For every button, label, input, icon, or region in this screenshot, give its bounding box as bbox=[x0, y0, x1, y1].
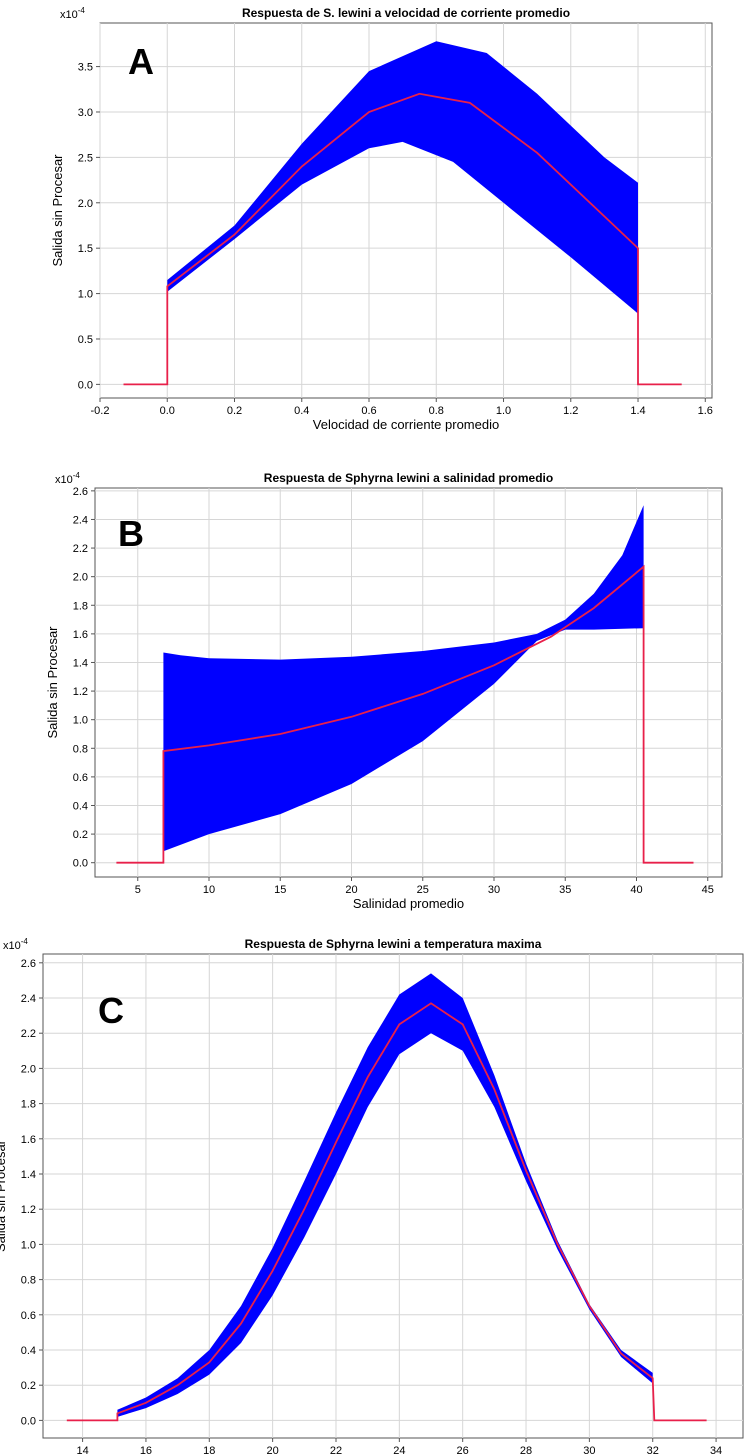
x-tick-label: 1.6 bbox=[698, 405, 713, 417]
x-tick-label: 20 bbox=[267, 1445, 279, 1456]
y-tick-label: 2.2 bbox=[73, 543, 88, 555]
y-tick-label: 2.6 bbox=[73, 486, 88, 498]
y-tick-label: 0.0 bbox=[78, 379, 93, 391]
y-tick-label: 0.5 bbox=[78, 334, 93, 346]
x-tick-label: 1.0 bbox=[496, 405, 511, 417]
y-tick-label: 0.0 bbox=[21, 1415, 36, 1427]
chart-panel-c: 14 16 18 20 22 24 26 28 30 32 34 0.0 0.2 0.4 0.6 0.8 1.0… bbox=[0, 937, 744, 1456]
x-tick-label: 1.4 bbox=[630, 405, 645, 417]
y-tick-label: 0.6 bbox=[73, 772, 88, 784]
y-tick-label: 0.8 bbox=[21, 1275, 36, 1287]
y-scale-exponent: -4 bbox=[21, 937, 29, 946]
y-scale-multiplier: x10-4 bbox=[3, 937, 28, 952]
x-tick-label: 28 bbox=[520, 1445, 532, 1456]
chart-panel-b: 5 10 15 20 25 30 35 40 45 0.0 0.2 0.4 0.6 0.8 1.0 1.2 1.… bbox=[45, 471, 723, 911]
y-tick-label: 2.4 bbox=[73, 514, 88, 526]
y-tick-label: 0.2 bbox=[21, 1380, 36, 1392]
x-tick-label: 18 bbox=[203, 1445, 215, 1456]
y-tick-label: 2.0 bbox=[21, 1063, 36, 1075]
y-tick-label: 2.2 bbox=[21, 1028, 36, 1040]
x-tick-label: 32 bbox=[647, 1445, 659, 1456]
x-tick-label: 15 bbox=[274, 884, 286, 896]
y-tick-label: 3.0 bbox=[78, 107, 93, 119]
x-tick-label: 5 bbox=[135, 884, 141, 896]
x-tick-label: 30 bbox=[488, 884, 500, 896]
y-tick-label: 2.0 bbox=[78, 198, 93, 210]
mean-response-line bbox=[123, 92, 682, 386]
x-tick-label: 40 bbox=[630, 884, 642, 896]
y-tick-label: 0.6 bbox=[21, 1310, 36, 1322]
y-tick-label: 1.0 bbox=[73, 715, 88, 727]
response-band bbox=[167, 41, 639, 314]
y-tick-label: 1.6 bbox=[73, 629, 88, 641]
panel-label: A bbox=[128, 41, 154, 82]
x-axis-label: Velocidad de corriente promedio bbox=[313, 417, 499, 432]
y-tick-label: 0.4 bbox=[73, 800, 88, 812]
y-tick-label: 1.0 bbox=[21, 1239, 36, 1251]
x-tick-label: 22 bbox=[330, 1445, 342, 1456]
y-scale-base: x10 bbox=[55, 474, 73, 486]
x-tick-label: 30 bbox=[583, 1445, 595, 1456]
y-tick-label: 1.8 bbox=[73, 600, 88, 612]
y-tick-label: 1.6 bbox=[21, 1134, 36, 1146]
x-tick-label: 1.2 bbox=[563, 405, 578, 417]
y-tick-label: 1.0 bbox=[78, 289, 93, 301]
x-tick-label: 0.8 bbox=[429, 405, 444, 417]
x-tick-label: -0.2 bbox=[91, 405, 110, 417]
y-scale-base: x10 bbox=[60, 9, 78, 21]
chart-title: Respuesta de Sphyrna lewini a temperatur… bbox=[245, 937, 542, 951]
y-tick-label: 1.4 bbox=[73, 657, 88, 669]
y-tick-label: 2.4 bbox=[21, 993, 36, 1005]
x-tick-label: 26 bbox=[457, 1445, 469, 1456]
chart-panel-a: -0.2 0.0 0.2 0.4 0.6 0.8 1.0 1.2 1.4 1.6 0.0 0.5 1.0… bbox=[50, 6, 713, 432]
x-tick-label: 0.0 bbox=[160, 405, 175, 417]
chart-title: Respuesta de S. lewini a velocidad de co… bbox=[242, 6, 570, 20]
y-scale-multiplier: x10-4 bbox=[60, 6, 85, 21]
y-tick-label: 0.4 bbox=[21, 1345, 36, 1357]
y-axis-label: Salida sin Procesar bbox=[45, 626, 60, 739]
panel-label: B bbox=[118, 513, 144, 554]
y-tick-label: 0.2 bbox=[73, 829, 88, 841]
y-tick-label: 1.5 bbox=[78, 243, 93, 255]
y-tick-label: 0.0 bbox=[73, 858, 88, 870]
chart-title: Respuesta de Sphyrna lewini a salinidad … bbox=[264, 471, 553, 485]
x-tick-label: 25 bbox=[417, 884, 429, 896]
y-scale-exponent: -4 bbox=[78, 6, 86, 15]
x-tick-label: 45 bbox=[702, 884, 714, 896]
mean-response-line bbox=[116, 564, 694, 864]
y-tick-label: 1.2 bbox=[21, 1204, 36, 1216]
y-tick-label: 3.5 bbox=[78, 62, 93, 74]
x-tick-label: 20 bbox=[345, 884, 357, 896]
x-tick-label: 0.6 bbox=[361, 405, 376, 417]
y-axis-label: Salida sin Procesar bbox=[0, 1139, 8, 1252]
response-band bbox=[163, 505, 644, 852]
y-axis-label: Salida sin Procesar bbox=[50, 154, 65, 267]
y-tick-label: 0.8 bbox=[73, 743, 88, 755]
y-tick-label: 2.0 bbox=[73, 572, 88, 584]
x-tick-label: 34 bbox=[710, 1445, 722, 1456]
y-tick-label: 1.8 bbox=[21, 1099, 36, 1111]
x-tick-label: 0.4 bbox=[294, 405, 309, 417]
x-tick-label: 16 bbox=[140, 1445, 152, 1456]
x-axis-label: Salinidad promedio bbox=[353, 896, 464, 911]
y-tick-label: 2.5 bbox=[78, 152, 93, 164]
mean-response-line bbox=[66, 1002, 707, 1422]
y-tick-label: 1.4 bbox=[21, 1169, 36, 1181]
y-scale-multiplier: x10-4 bbox=[55, 471, 80, 486]
y-scale-exponent: -4 bbox=[73, 471, 81, 480]
x-tick-label: 24 bbox=[393, 1445, 405, 1456]
x-tick-label: 10 bbox=[203, 884, 215, 896]
x-tick-label: 35 bbox=[559, 884, 571, 896]
x-tick-label: 0.2 bbox=[227, 405, 242, 417]
x-tick-label: 14 bbox=[76, 1445, 88, 1456]
y-tick-label: 2.6 bbox=[21, 958, 36, 970]
y-scale-base: x10 bbox=[3, 940, 21, 952]
y-tick-label: 1.2 bbox=[73, 686, 88, 698]
panel-label: C bbox=[98, 990, 124, 1031]
